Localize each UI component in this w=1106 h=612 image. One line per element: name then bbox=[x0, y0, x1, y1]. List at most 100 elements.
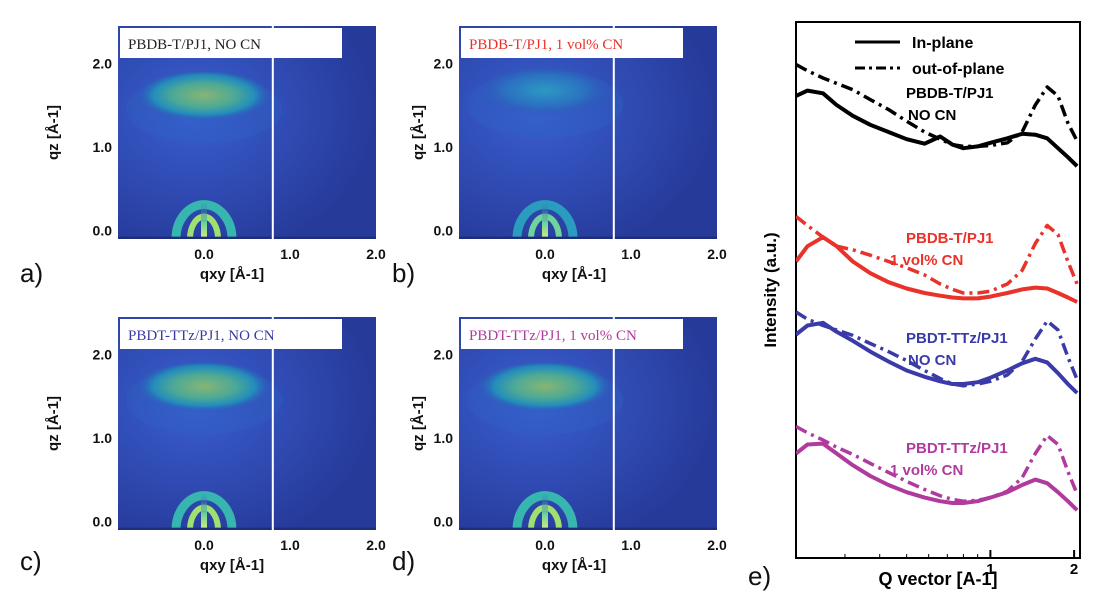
panel-d: PBDT-TTz/PJ1, 1 vol% CN 0.0 1.0 2.0 0.0 1.0 2.… bbox=[392, 317, 727, 576]
panel-letter: e) bbox=[748, 561, 771, 591]
y-tick-label: 2.0 bbox=[93, 56, 113, 72]
x-tick-label: 2.0 bbox=[366, 246, 386, 262]
heatmap-area bbox=[118, 317, 376, 530]
heatmap-background bbox=[459, 317, 717, 530]
x-tick-label: 0.0 bbox=[194, 537, 214, 553]
plot-frame bbox=[795, 21, 1081, 559]
panel-letter: d) bbox=[392, 546, 415, 576]
group-label-line1: PBDB-T/PJ1 bbox=[906, 85, 994, 102]
out-of-plane-line bbox=[796, 424, 1079, 503]
legend-label: In-plane bbox=[912, 35, 973, 52]
arc-halo bbox=[126, 366, 282, 435]
horizon-band bbox=[118, 236, 376, 239]
x-tick-label: 1.0 bbox=[621, 537, 641, 553]
group-label-line1: PBDT-TTz/PJ1 bbox=[906, 440, 1008, 457]
out-of-plane-line bbox=[796, 62, 1079, 149]
y-tick-label: 2.0 bbox=[434, 347, 454, 363]
group-label-line2: 1 vol% CN bbox=[890, 462, 963, 479]
y-tick-label: 1.0 bbox=[93, 139, 113, 155]
y-axis-label: Intensity (a.u.) bbox=[761, 232, 780, 347]
title-box bbox=[120, 28, 342, 58]
x-tick-label: 2 bbox=[1070, 561, 1078, 578]
y-tick-label: 1.0 bbox=[434, 139, 454, 155]
x-axis-label: qxy [Å-1] bbox=[542, 266, 606, 283]
arc-halo bbox=[467, 366, 623, 435]
title-box bbox=[120, 319, 342, 349]
x-tick-label: 2.0 bbox=[366, 537, 386, 553]
x-tick-label: 0.0 bbox=[194, 246, 214, 262]
heatmap-background bbox=[118, 317, 376, 530]
x-axis-label: qxy [Å-1] bbox=[200, 266, 264, 283]
group-label-line2: 1 vol% CN bbox=[890, 252, 963, 269]
lamellar-arc bbox=[477, 360, 613, 413]
heatmap-background bbox=[459, 26, 717, 239]
heatmap-area bbox=[459, 26, 717, 239]
x-axis-label: Q vector [A-1] bbox=[878, 569, 997, 589]
lamellar-arc bbox=[136, 69, 272, 122]
group-label: PBDT-TTz/PJ1 NO CN bbox=[906, 330, 1008, 369]
group-label-line2: NO CN bbox=[908, 352, 956, 369]
specular-streak bbox=[542, 493, 548, 530]
horizon-band bbox=[459, 236, 717, 239]
legend-label: out-of-plane bbox=[912, 61, 1005, 78]
title-text: PBDB-T/PJ1, NO CN bbox=[128, 37, 261, 53]
in-plane-line bbox=[796, 235, 1078, 304]
legend: In-plane out-of-plane bbox=[855, 35, 1005, 78]
out-of-plane-line bbox=[796, 215, 1079, 295]
y-tick-label: 1.0 bbox=[434, 430, 454, 446]
line-plot-area bbox=[796, 62, 1079, 512]
x-tick-label: 0.0 bbox=[535, 537, 555, 553]
y-tick-label: 0.0 bbox=[434, 514, 454, 530]
arc-halo bbox=[467, 70, 623, 139]
panel-title: PBDT-TTz/PJ1, NO CN bbox=[120, 319, 342, 349]
y-axis-label: qz [Å-1] bbox=[410, 396, 427, 451]
arc-halo bbox=[126, 75, 282, 144]
x-tick-label: 1.0 bbox=[280, 537, 300, 553]
y-tick-label: 0.0 bbox=[434, 223, 454, 239]
specular-streak bbox=[542, 202, 548, 239]
y-axis-label: qz [Å-1] bbox=[45, 105, 62, 160]
x-tick-label: 2.0 bbox=[707, 246, 727, 262]
group-label-line2: NO CN bbox=[908, 107, 956, 124]
heatmap-area bbox=[118, 26, 376, 239]
title-text: PBDB-T/PJ1, 1 vol% CN bbox=[469, 37, 623, 53]
x-tick-label: 1.0 bbox=[621, 246, 641, 262]
panel-letter: b) bbox=[392, 258, 415, 288]
horizon-band bbox=[459, 527, 717, 530]
x-tick-label: 2.0 bbox=[707, 537, 727, 553]
group-label: PBDT-TTz/PJ1 1 vol% CN bbox=[890, 440, 1008, 479]
group-label-line1: PBDT-TTz/PJ1 bbox=[906, 330, 1008, 347]
y-tick-label: 2.0 bbox=[93, 347, 113, 363]
x-tick-label: 1 bbox=[986, 561, 994, 578]
lamellar-arc bbox=[477, 64, 613, 117]
specular-streak bbox=[201, 493, 207, 530]
panel-title: PBDT-TTz/PJ1, 1 vol% CN bbox=[461, 319, 683, 349]
specular-streak bbox=[201, 202, 207, 239]
x-axis-label: qxy [Å-1] bbox=[200, 557, 264, 574]
panel-letter: a) bbox=[20, 258, 43, 288]
horizon-band bbox=[118, 527, 376, 530]
group-label: PBDB-T/PJ1 NO CN bbox=[906, 85, 994, 124]
y-tick-label: 1.0 bbox=[93, 430, 113, 446]
y-axis-label: qz [Å-1] bbox=[45, 396, 62, 451]
x-tick-label: 1.0 bbox=[280, 246, 300, 262]
in-plane-line bbox=[796, 320, 1079, 395]
panel-c: PBDT-TTz/PJ1, NO CN 0.0 1.0 2.0 0.0 1.0 2.0 qxy… bbox=[20, 317, 386, 576]
y-axis-label: qz [Å-1] bbox=[410, 105, 427, 160]
panel-title: PBDB-T/PJ1, NO CN bbox=[120, 28, 342, 58]
y-tick-label: 2.0 bbox=[434, 56, 454, 72]
heatmap-area bbox=[459, 317, 717, 530]
group-label: PBDB-T/PJ1 1 vol% CN bbox=[890, 230, 994, 269]
out-of-plane-line bbox=[796, 310, 1079, 388]
x-tick-label: 0.0 bbox=[535, 246, 555, 262]
y-tick-label: 0.0 bbox=[93, 223, 113, 239]
panel-title: PBDB-T/PJ1, 1 vol% CN bbox=[461, 28, 683, 58]
lamellar-arc bbox=[136, 360, 272, 413]
title-box bbox=[461, 319, 683, 349]
in-plane-line bbox=[796, 441, 1079, 512]
x-axis-label: qxy [Å-1] bbox=[542, 557, 606, 574]
panel-a: PBDB-T/PJ1, NO CN 0.0 1.0 2.0 0.0 1.0 2.0 qxy [… bbox=[20, 26, 386, 288]
title-text: PBDT-TTz/PJ1, 1 vol% CN bbox=[469, 328, 637, 344]
